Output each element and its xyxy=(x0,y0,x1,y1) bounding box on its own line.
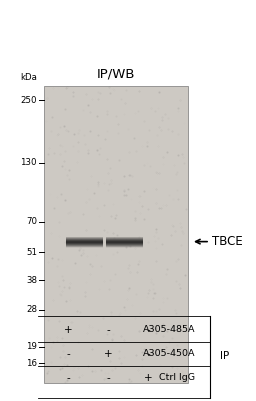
Text: TBCE: TBCE xyxy=(212,235,243,248)
Text: A305-450A: A305-450A xyxy=(143,350,195,358)
Bar xyxy=(106,237,143,239)
Bar xyxy=(44,86,188,383)
Bar xyxy=(106,243,143,245)
Bar xyxy=(106,241,143,243)
Text: -: - xyxy=(106,373,110,383)
Text: kDa: kDa xyxy=(20,73,37,83)
Text: +: + xyxy=(144,373,152,383)
Bar xyxy=(106,245,143,247)
Text: IP: IP xyxy=(220,351,229,361)
Text: A305-485A: A305-485A xyxy=(143,326,195,334)
Text: 16: 16 xyxy=(26,358,37,368)
Bar xyxy=(66,243,103,245)
Text: -: - xyxy=(106,325,110,335)
Bar xyxy=(66,239,103,241)
Text: 250: 250 xyxy=(20,96,37,105)
Bar xyxy=(106,239,143,241)
Text: 28: 28 xyxy=(26,305,37,314)
Text: -: - xyxy=(66,373,70,383)
Text: +: + xyxy=(64,325,72,335)
Text: 130: 130 xyxy=(20,158,37,167)
Text: -: - xyxy=(146,325,150,335)
Text: Ctrl IgG: Ctrl IgG xyxy=(159,373,195,383)
Text: 70: 70 xyxy=(26,217,37,227)
Text: -: - xyxy=(146,349,150,359)
Bar xyxy=(66,241,103,243)
Bar xyxy=(66,237,103,239)
Text: 19: 19 xyxy=(26,342,37,351)
Text: 51: 51 xyxy=(26,248,37,257)
Bar xyxy=(66,245,103,247)
Text: -: - xyxy=(66,349,70,359)
Text: +: + xyxy=(104,349,112,359)
Text: 38: 38 xyxy=(26,276,37,285)
Text: IP/WB: IP/WB xyxy=(97,67,135,81)
